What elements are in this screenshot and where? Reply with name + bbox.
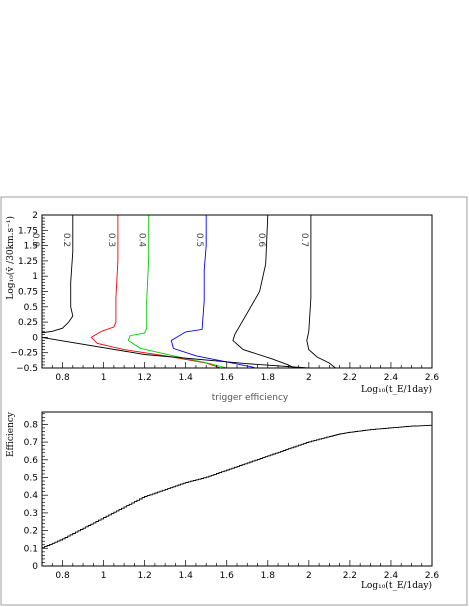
bottom-chart: 0.8 1 1.2 1.4 1.6 1.8 2 2.2 2.4 2.6 0 0.1 0.2 0.3 0.4… <box>6 411 439 591</box>
x-tick-label: 1.6 <box>220 373 235 383</box>
series-label-0-2: 0.2 <box>61 233 71 247</box>
x-tick-label: 2.6 <box>425 373 440 383</box>
top-x-axis-title: Log₁₀(t_E/1day) <box>361 384 432 395</box>
series-label-0-6: 0.6 <box>256 233 266 248</box>
top-y-ticks: −0.5 −0.25 0 0.25 0.5 0.75 1 1.25 1.5 1.75 2 <box>10 211 48 374</box>
top-chart: 0.8 1 1.2 1.4 1.6 1.8 2 2.2 2.4 2.6 −0.5 −0.25 0 0.2… <box>5 211 439 395</box>
x-tick-label: 2.2 <box>343 373 357 383</box>
top-x-ticks: 0.8 1 1.2 1.4 1.6 1.8 2 2.2 2.4 2.6 <box>41 362 440 383</box>
x-tick-label: 0.8 <box>55 373 70 383</box>
chart-caption: trigger efficiency <box>212 393 289 403</box>
bottom-plot-frame <box>41 411 433 567</box>
series-line-0-2 <box>42 215 74 333</box>
top-plot-frame <box>41 214 433 369</box>
series-line-efficiency <box>42 424 432 549</box>
x-tick-label: 1.4 <box>179 571 194 581</box>
top-y-axis-title: Log₁₀(v̄ /30km.s⁻¹) <box>5 216 16 300</box>
y-tick-label: 1.75 <box>18 226 38 236</box>
y-tick-label: 0.75 <box>18 288 38 298</box>
y-tick-label: 0.6 <box>24 456 39 466</box>
y-tick-label: 0.2 <box>24 527 38 537</box>
y-tick-label: 0.4 <box>24 491 39 501</box>
x-tick-label: 1 <box>101 373 107 383</box>
series-label-0-8: 0.8 <box>30 233 40 248</box>
bottom-x-axis-title: Log₁₀(t_E/1day) <box>361 580 432 591</box>
y-tick-label: 0.5 <box>24 303 38 313</box>
bottom-series-group <box>42 424 432 549</box>
y-tick-label: 0.8 <box>24 420 39 430</box>
y-tick-label: 0.7 <box>24 438 38 448</box>
page-frame <box>0 196 468 606</box>
y-tick-label: 0.5 <box>24 473 38 483</box>
bottom-x-ticks: 0.8 1 1.2 1.4 1.6 1.8 2 2.2 2.4 2.6 <box>41 560 440 581</box>
top-series-labels: 0.2 0.3 0.4 0.5 0.6 0.7 0.8 <box>30 233 309 248</box>
y-tick-label: 1.5 <box>24 242 38 252</box>
y-tick-label: 0 <box>32 333 38 343</box>
x-tick-label: 2 <box>306 571 312 581</box>
bottom-y-ticks: 0 0.1 0.2 0.3 0.4 0.5 0.6 0.7 0.8 <box>24 413 48 572</box>
x-tick-label: 2.4 <box>384 373 399 383</box>
x-tick-label: 1.8 <box>261 571 276 581</box>
series-label-0-4: 0.4 <box>137 233 147 248</box>
y-tick-label: 0.3 <box>24 509 38 519</box>
x-tick-label: 2.4 <box>384 571 399 581</box>
x-tick-label: 2.6 <box>425 571 440 581</box>
top-series-group <box>41 214 336 369</box>
y-tick-label: −0.5 <box>16 364 38 374</box>
y-tick-label: 0.1 <box>24 544 38 554</box>
y-tick-label: 2 <box>32 211 38 221</box>
series-line-0-7 <box>306 215 336 369</box>
x-tick-label: 2.2 <box>343 571 357 581</box>
y-tick-label: 1 <box>32 272 38 282</box>
x-tick-label: 2 <box>306 373 312 383</box>
series-label-0-7: 0.7 <box>299 233 309 247</box>
x-tick-label: 1 <box>101 571 107 581</box>
x-tick-label: 1.8 <box>261 373 276 383</box>
series-label-0-3: 0.3 <box>106 233 116 247</box>
x-tick-label: 1.6 <box>220 571 235 581</box>
x-tick-label: 1.2 <box>137 373 151 383</box>
y-tick-label: 0.25 <box>18 318 38 328</box>
series-line-0-5 <box>170 215 256 369</box>
y-tick-label: −0.25 <box>10 349 38 359</box>
y-tick-label: 1.25 <box>18 257 38 267</box>
series-line-0-6 <box>232 214 295 369</box>
y-tick-label: 0 <box>32 562 38 572</box>
series-line-0-8 <box>41 336 309 369</box>
x-tick-label: 1.2 <box>137 571 151 581</box>
bottom-y-axis-title: Efficiency <box>6 411 16 457</box>
x-tick-label: 0.8 <box>55 571 70 581</box>
series-label-0-5: 0.5 <box>194 233 204 247</box>
x-tick-label: 1.4 <box>179 373 194 383</box>
